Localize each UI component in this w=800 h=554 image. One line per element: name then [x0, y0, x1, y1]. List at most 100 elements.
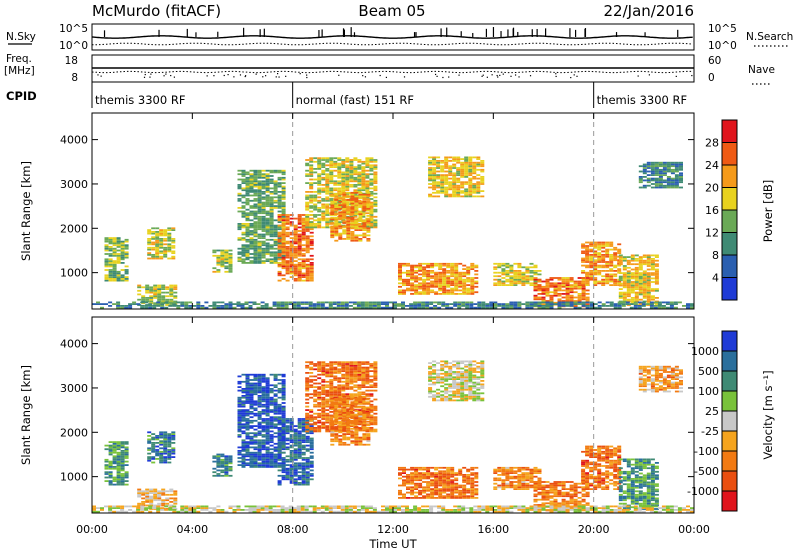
heatmap-cell: [269, 231, 274, 234]
heatmap-cell: [151, 241, 156, 244]
heatmap-cell: [402, 284, 406, 286]
heatmap-cell: [161, 286, 166, 289]
heatmap-cell: [340, 303, 345, 305]
heatmap-cell: [289, 437, 294, 440]
heatmap-cell: [289, 450, 294, 452]
heatmap-cell: [452, 160, 457, 162]
heatmap-cell: [432, 191, 437, 194]
nave-dot: [299, 73, 301, 75]
heatmap-cell: [325, 191, 330, 193]
heatmap-cell: [432, 163, 437, 166]
heatmap-cell: [155, 252, 160, 254]
heatmap-cell: [305, 467, 310, 470]
heatmap-cell: [116, 483, 121, 486]
heatmap-cell: [220, 474, 225, 477]
heatmap-cell: [650, 288, 655, 290]
heatmap-cell: [285, 253, 290, 255]
heatmap-cell: [369, 226, 374, 229]
heatmap-cell: [224, 462, 229, 465]
heatmap-cell: [112, 263, 117, 266]
heatmap-cell: [317, 164, 322, 167]
heatmap-cell: [151, 232, 156, 235]
heatmap-cell: [342, 231, 347, 233]
heatmap-cell: [466, 284, 471, 286]
heatmap-cell: [281, 402, 286, 404]
heatmap-cell: [116, 253, 121, 255]
heatmap-cell: [373, 196, 378, 199]
heatmap-cell: [261, 435, 266, 438]
heatmap-cell: [617, 250, 622, 253]
heatmap-cell: [124, 244, 129, 247]
heatmap-cell: [160, 306, 165, 309]
heatmap-cell: [626, 266, 631, 269]
heatmap-cell: [333, 201, 338, 204]
heatmap-cell: [622, 293, 627, 296]
heatmap-cell: [277, 253, 282, 255]
heatmap-cell: [434, 280, 439, 283]
heatmap-cell: [293, 233, 298, 236]
heatmap-cell: [172, 305, 177, 307]
heatmap-cell: [533, 296, 538, 299]
heatmap-cell: [369, 217, 374, 220]
heatmap-cell: [398, 271, 402, 274]
heatmap-cell: [605, 261, 610, 263]
heatmap-cell: [426, 285, 431, 288]
heatmap-cell: [269, 178, 274, 181]
heatmap-cell: [277, 442, 282, 445]
heatmap-cell: [350, 238, 355, 240]
heatmap-cell: [642, 170, 647, 173]
heatmap-cell: [585, 250, 590, 253]
heatmap-cell: [261, 430, 266, 433]
heatmap-cell: [476, 163, 481, 166]
heatmap-cell: [426, 293, 431, 295]
colorbar-tick-label: 24: [705, 159, 719, 172]
heatmap-cell: [116, 478, 121, 481]
heatmap-cell: [269, 448, 274, 451]
heatmap-cell: [241, 448, 246, 451]
heatmap-cell: [626, 274, 631, 276]
heatmap-cell: [466, 293, 471, 295]
heatmap-cell: [257, 442, 262, 445]
heatmap-cell: [265, 451, 270, 454]
heatmap-cell: [468, 160, 473, 162]
heatmap-cell: [346, 216, 351, 219]
heatmap-cell: [285, 458, 290, 461]
heatmap-cell: [257, 412, 262, 415]
heatmap-cell: [537, 303, 542, 305]
heatmap-cell: [151, 449, 156, 451]
heatmap-cell: [325, 173, 330, 176]
heatmap-cell: [285, 464, 290, 466]
heatmap-cell: [617, 264, 622, 267]
heatmap-cell: [273, 247, 278, 250]
heatmap-cell: [281, 263, 286, 266]
heatmap-cell: [317, 176, 322, 179]
heatmap-cell: [313, 203, 318, 206]
heatmap-cell: [289, 464, 294, 466]
heatmap-cell: [337, 208, 342, 211]
heatmap-cell: [245, 199, 250, 202]
heatmap-cell: [493, 306, 498, 309]
heatmap-cell: [361, 184, 366, 186]
heatmap-cell: [321, 178, 326, 181]
heatmap-cell: [317, 187, 322, 190]
heatmap-cell: [124, 448, 129, 451]
heatmap-cell: [163, 255, 168, 258]
heatmap-cell: [245, 256, 250, 259]
heatmap-cell: [305, 437, 310, 440]
heatmap-cell: [241, 251, 246, 254]
heatmap-cell: [456, 160, 461, 162]
heatmap-cell: [313, 363, 318, 365]
heatmap-cell: [346, 199, 351, 201]
heatmap-cell: [630, 259, 635, 262]
heatmap-cell: [450, 273, 455, 276]
heatmap-cell: [561, 305, 566, 307]
nave-dot: [265, 75, 267, 77]
heatmap-cell: [245, 235, 250, 238]
heatmap-cell: [257, 400, 262, 403]
heatmap-cell: [437, 303, 442, 305]
heatmap-cell: [253, 205, 258, 207]
heatmap-cell: [212, 474, 217, 477]
heatmap-cell: [658, 168, 663, 171]
heatmap-cell: [321, 191, 326, 193]
heatmap-cell: [438, 275, 443, 278]
